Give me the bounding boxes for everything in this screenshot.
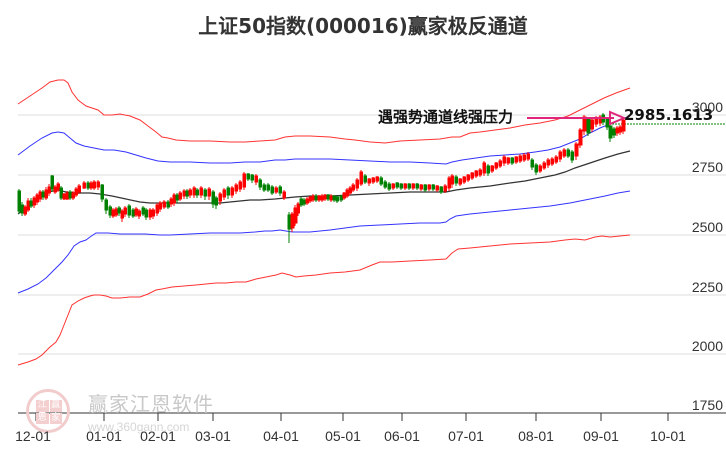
seal-char: 赢 bbox=[49, 400, 62, 412]
outer-upper-band bbox=[17, 79, 631, 144]
resistance-annotation: 遇强势通道线强压力 bbox=[378, 108, 514, 126]
x-axis bbox=[18, 412, 726, 421]
chart-title: 上证50指数(000016)赢家极反通道 bbox=[198, 14, 528, 38]
y-tick-2750: 2750 bbox=[691, 159, 723, 175]
x-tick-label: 10-01 bbox=[650, 428, 686, 444]
watermark-seal-icon: 江 赢 恩 家 bbox=[26, 389, 70, 433]
x-tick-label: 01-01 bbox=[86, 428, 122, 444]
y-tick-3000: 3000 bbox=[691, 99, 723, 115]
x-tick-label: 09-01 bbox=[583, 428, 619, 444]
seal-char: 家 bbox=[49, 412, 62, 424]
gridlines bbox=[18, 114, 726, 355]
x-tick-label: 12-01 bbox=[15, 428, 51, 444]
middle-line bbox=[17, 150, 631, 215]
seal-char: 恩 bbox=[36, 412, 49, 424]
x-tick-label: 06-01 bbox=[384, 428, 420, 444]
seal-char: 江 bbox=[36, 400, 49, 412]
resistance-arrow bbox=[527, 110, 627, 126]
x-tick-label: 02-01 bbox=[140, 428, 176, 444]
y-tick-1750: 1750 bbox=[691, 397, 723, 413]
y-tick-2000: 2000 bbox=[691, 338, 723, 354]
inner-upper-band bbox=[17, 115, 631, 165]
watermark-brand: 赢家江恩软件 bbox=[88, 392, 214, 416]
y-tick-2250: 2250 bbox=[691, 279, 723, 295]
x-tick-label: 05-01 bbox=[325, 428, 361, 444]
x-tick-label: 03-01 bbox=[195, 428, 231, 444]
watermark-url: www.360gann.com bbox=[88, 420, 190, 434]
outer-lower-band bbox=[17, 234, 631, 366]
candlesticks bbox=[17, 113, 626, 243]
x-tick-label: 04-01 bbox=[263, 428, 299, 444]
inner-lower-band bbox=[17, 190, 631, 294]
y-tick-2500: 2500 bbox=[691, 219, 723, 235]
x-tick-label: 08-01 bbox=[518, 428, 554, 444]
x-tick-label: 07-01 bbox=[448, 428, 484, 444]
last-price-label: 2985.1613 bbox=[624, 106, 714, 124]
